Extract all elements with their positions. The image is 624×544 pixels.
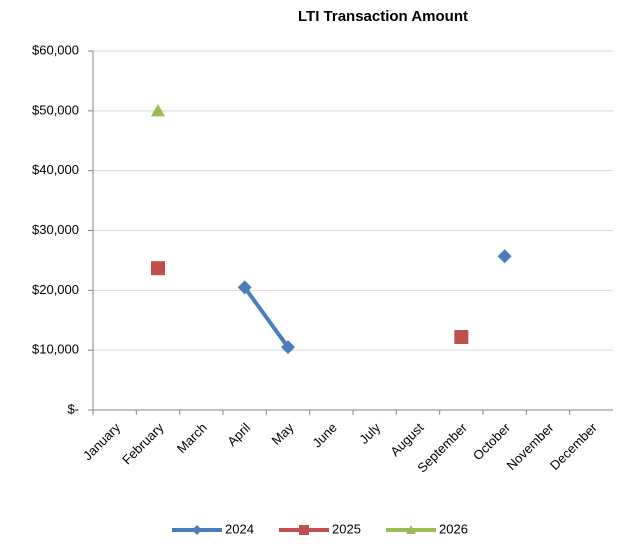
legend-marker xyxy=(406,525,416,534)
y-tick-label: $10,000 xyxy=(32,342,79,357)
y-tick-label: $40,000 xyxy=(32,162,79,177)
legend-label: 2026 xyxy=(439,521,468,536)
x-tick-label: March xyxy=(174,420,210,456)
x-tick-label: January xyxy=(80,420,124,464)
x-tick-label: August xyxy=(387,420,426,459)
marker xyxy=(454,330,469,345)
y-tick-label: $- xyxy=(67,401,79,416)
x-tick-label: June xyxy=(309,420,340,451)
x-tick-label: December xyxy=(547,419,600,472)
y-tick-label: $20,000 xyxy=(32,282,79,297)
marker xyxy=(151,103,165,117)
chart-title: LTI Transaction Amount xyxy=(298,8,468,25)
y-tick-label: $50,000 xyxy=(32,102,79,117)
x-tick-label: February xyxy=(119,420,167,468)
marker xyxy=(237,280,252,295)
legend-marker xyxy=(299,525,309,535)
y-tick-label: $30,000 xyxy=(32,222,79,237)
x-tick-label: October xyxy=(470,419,514,463)
legend-marker xyxy=(192,525,202,535)
legend-label: 2024 xyxy=(225,521,254,536)
x-tick-label: May xyxy=(269,420,297,448)
marker xyxy=(151,261,165,276)
x-tick-label: April xyxy=(224,420,253,449)
legend-label: 2025 xyxy=(332,521,361,536)
marker xyxy=(497,249,512,264)
x-tick-label: July xyxy=(356,420,383,447)
y-tick-label: $60,000 xyxy=(32,42,79,57)
marker xyxy=(281,340,295,355)
